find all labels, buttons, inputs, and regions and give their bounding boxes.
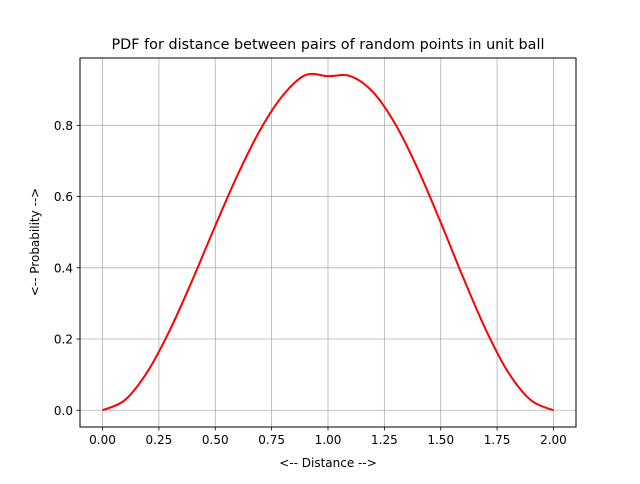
y-tick-label: 0.4 — [54, 261, 73, 275]
series-layer — [102, 72, 554, 412]
x-tick-label: 1.25 — [371, 433, 398, 447]
grid-layer — [80, 58, 576, 427]
pdf-series-line — [102, 72, 554, 412]
x-tick-label: 1.00 — [315, 433, 342, 447]
x-tick-label: 0.50 — [202, 433, 229, 447]
y-axis-label: <-- Probability --> — [28, 188, 42, 297]
tick-layer: 0.00 0.25 0.50 0.75 1.00 1.25 1.50 1.75 2.00 0.0 0… — [54, 119, 567, 447]
y-tick-label: 0.2 — [54, 333, 73, 347]
x-tick-label: 2.00 — [540, 433, 567, 447]
y-tick-label: 0.8 — [54, 119, 73, 133]
x-tick-label: 0.75 — [258, 433, 285, 447]
y-tick-label: 0.6 — [54, 190, 73, 204]
x-tick-label: 0.25 — [146, 433, 173, 447]
x-tick-label: 1.75 — [484, 433, 511, 447]
x-axis-label: <-- Distance --> — [279, 456, 377, 470]
chart-title: PDF for distance between pairs of random… — [112, 37, 545, 53]
x-tick-label: 0.00 — [89, 433, 116, 447]
y-tick-label: 0.0 — [54, 404, 73, 418]
x-tick-label: 1.50 — [427, 433, 454, 447]
